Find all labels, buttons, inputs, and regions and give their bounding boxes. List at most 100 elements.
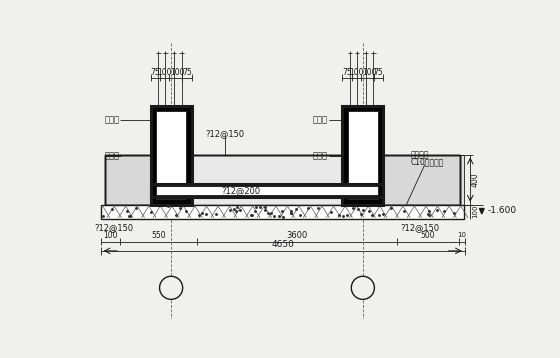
Point [175, 205, 184, 211]
Text: 550: 550 [151, 231, 166, 240]
Point [267, 211, 276, 216]
Point [261, 207, 270, 213]
Point [250, 208, 259, 214]
Text: 基础梁: 基础梁 [313, 152, 328, 161]
Point [304, 205, 313, 211]
Point [433, 207, 442, 213]
Point [278, 214, 287, 219]
Point [251, 204, 260, 210]
Text: 4650: 4650 [272, 240, 294, 249]
Bar [192, 155, 342, 205]
Bar [151, 184, 383, 197]
Text: 75: 75 [374, 68, 384, 77]
Text: 100: 100 [472, 205, 478, 218]
Text: 100: 100 [349, 68, 363, 77]
Text: 75: 75 [182, 68, 192, 77]
Text: 75: 75 [342, 68, 352, 77]
Point [248, 212, 256, 218]
Text: 3600: 3600 [286, 231, 307, 240]
Point [425, 209, 434, 214]
Point [286, 210, 295, 216]
Text: 基础垫层: 基础垫层 [410, 150, 429, 159]
Point [256, 204, 265, 210]
Text: 500: 500 [421, 231, 435, 240]
Point [334, 212, 343, 218]
Point [387, 205, 396, 211]
Point [450, 210, 459, 216]
Point [132, 205, 141, 211]
Point [287, 211, 296, 216]
Point [108, 207, 116, 212]
Text: 400: 400 [470, 172, 479, 187]
Point [399, 208, 408, 214]
Point [263, 210, 272, 216]
Point [195, 213, 204, 218]
Point [295, 212, 304, 217]
Point [374, 212, 383, 218]
Point [314, 205, 323, 211]
Bar [151, 106, 192, 205]
Point [270, 213, 279, 218]
Bar [105, 155, 151, 205]
Point [124, 213, 133, 219]
Bar [156, 186, 378, 195]
Point [286, 208, 295, 214]
Text: 100: 100 [362, 68, 377, 77]
Text: -1.600: -1.600 [487, 206, 516, 215]
Text: 基础梁: 基础梁 [105, 152, 120, 161]
Bar [105, 155, 151, 205]
Point [99, 213, 108, 219]
Text: ?12@150: ?12@150 [206, 129, 245, 138]
Bar [383, 155, 460, 205]
Point [368, 212, 377, 217]
Text: ?12@200: ?12@200 [222, 186, 260, 195]
Bar [151, 184, 383, 197]
Point [358, 207, 367, 212]
Point [424, 212, 433, 217]
Point [292, 206, 301, 212]
Point [235, 207, 244, 212]
Point [348, 205, 357, 211]
Text: 剪力墙: 剪力墙 [104, 116, 119, 125]
Point [231, 208, 240, 214]
Bar [151, 106, 192, 205]
Point [278, 208, 287, 214]
Point [163, 203, 172, 209]
Bar [342, 106, 383, 205]
Text: ?12@150: ?12@150 [94, 223, 133, 232]
Polygon shape [479, 208, 484, 214]
Point [339, 213, 348, 219]
Point [172, 212, 181, 218]
Point [211, 211, 220, 217]
Point [424, 212, 433, 218]
Bar [383, 155, 464, 205]
Point [232, 204, 241, 209]
Bar [192, 155, 342, 205]
Text: 剪力墙: 剪力墙 [313, 116, 328, 125]
Point [353, 206, 362, 212]
Bar [156, 111, 186, 199]
Text: 100: 100 [157, 68, 172, 77]
Point [440, 208, 449, 213]
Point [326, 209, 335, 215]
Point [274, 213, 283, 219]
Text: 100: 100 [170, 68, 185, 77]
Bar [101, 205, 464, 218]
Point [202, 211, 211, 217]
Text: 75: 75 [151, 68, 160, 77]
Point [379, 211, 388, 217]
Point [357, 211, 366, 217]
Bar [348, 111, 378, 199]
Bar [342, 106, 383, 205]
Text: 100: 100 [103, 231, 118, 240]
Point [198, 211, 207, 216]
Point [122, 208, 131, 214]
Point [126, 214, 135, 219]
Point [181, 208, 190, 214]
Text: ?12@150: ?12@150 [400, 223, 440, 232]
Point [365, 208, 374, 214]
Text: C10素混凝土: C10素混凝土 [410, 157, 444, 166]
Point [342, 212, 351, 218]
Point [246, 212, 255, 218]
Point [230, 206, 239, 212]
